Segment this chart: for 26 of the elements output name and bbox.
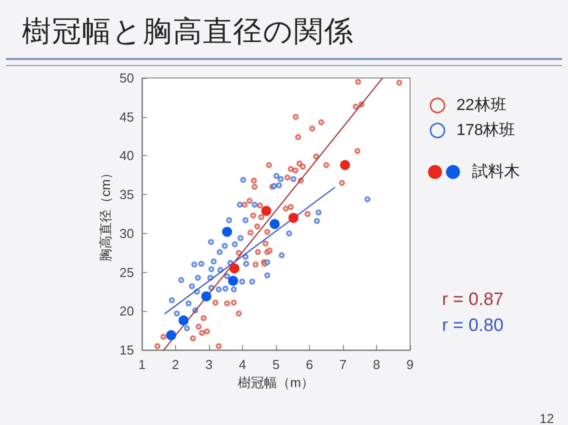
legend-label: 22林班: [456, 96, 506, 114]
legend-label: 試料木: [472, 162, 520, 180]
x-tick-label: 8: [372, 357, 380, 372]
y-tick-label: 30: [120, 226, 134, 241]
x-tick-label: 3: [205, 357, 213, 372]
x-axis-title: 樹冠幅（m）: [238, 374, 314, 390]
text: r = 0.87: [442, 289, 504, 309]
y-tick-label: 20: [120, 304, 134, 319]
x-tick-label: 4: [238, 357, 246, 372]
legend-label: 178林班: [456, 121, 516, 139]
y-tick-label: 40: [120, 148, 134, 164]
y-tick-label: 45: [120, 109, 134, 124]
chart-title: 樹冠幅と胸高直径の関係: [22, 13, 354, 50]
y-axis-title: 胸高直径（cm）: [98, 166, 113, 262]
y-tick-label: 50: [120, 70, 134, 86]
x-tick-label: 1: [138, 357, 146, 372]
y-tick-label: 15: [120, 342, 134, 358]
y-tick-label: 35: [120, 187, 134, 202]
x-tick-label: 6: [306, 357, 314, 372]
x-tick-label: 2: [172, 357, 180, 372]
text: 12: [540, 411, 554, 425]
y-tick-label: 25: [120, 264, 134, 280]
x-tick-label: 7: [339, 357, 347, 372]
x-tick-label: 9: [406, 357, 414, 372]
text: r = 0.80: [442, 315, 504, 335]
x-tick-label: 5: [272, 357, 280, 372]
